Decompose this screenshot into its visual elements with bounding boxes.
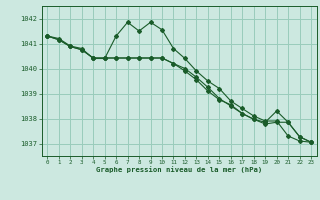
X-axis label: Graphe pression niveau de la mer (hPa): Graphe pression niveau de la mer (hPa): [96, 167, 262, 173]
